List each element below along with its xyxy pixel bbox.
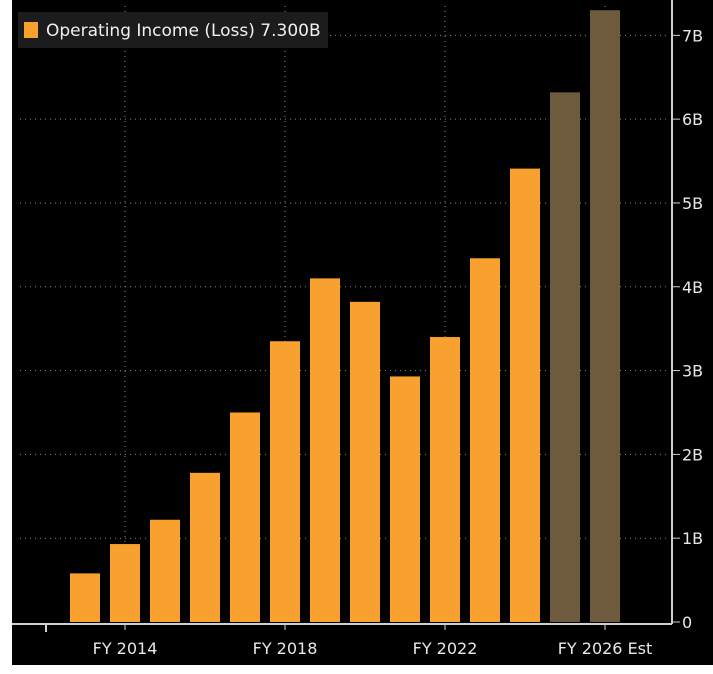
- y-tick-label: 5B: [682, 194, 703, 213]
- legend: Operating Income (Loss) 7.300B: [18, 12, 328, 48]
- legend-swatch: [24, 22, 38, 38]
- legend-box: [18, 12, 328, 48]
- bar-estimate: [550, 92, 580, 623]
- bar: [390, 376, 420, 622]
- bar-estimate: [590, 10, 620, 622]
- y-tick-label: 2B: [682, 445, 703, 464]
- bar: [190, 472, 220, 622]
- chart-container: 0 1B 2B 3B 4B 5B 6B 7B FY 2014 FY 2018 FY 2022 FY …: [12, 0, 713, 665]
- axes: [12, 0, 673, 632]
- bars: [70, 10, 620, 623]
- y-tick-label: 4B: [682, 278, 703, 297]
- bar: [70, 573, 100, 622]
- x-tick-label: FY 2022: [413, 639, 478, 658]
- bar: [350, 301, 380, 622]
- x-tick-label: FY 2026 Est: [558, 639, 653, 658]
- bar: [430, 337, 460, 622]
- bar: [310, 278, 340, 622]
- x-tick-label: FY 2014: [93, 639, 158, 658]
- y-tick-label: 7B: [682, 26, 703, 45]
- x-tick-label: FY 2018: [253, 639, 318, 658]
- y-tick-label: 0: [682, 613, 692, 632]
- bar: [110, 544, 140, 622]
- y-tick-labels: 0 1B 2B 3B 4B 5B 6B 7B: [672, 26, 703, 632]
- bar: [470, 258, 500, 622]
- bar: [150, 519, 180, 622]
- y-tick-label: 6B: [682, 110, 703, 129]
- y-tick-label: 1B: [682, 529, 703, 548]
- bar: [270, 341, 300, 622]
- bar: [510, 168, 540, 623]
- x-tick-labels: FY 2014 FY 2018 FY 2022 FY 2026 Est: [93, 639, 653, 658]
- legend-label: Operating Income (Loss) 7.300B: [46, 21, 321, 41]
- bar: [230, 412, 260, 622]
- y-tick-label: 3B: [682, 362, 703, 381]
